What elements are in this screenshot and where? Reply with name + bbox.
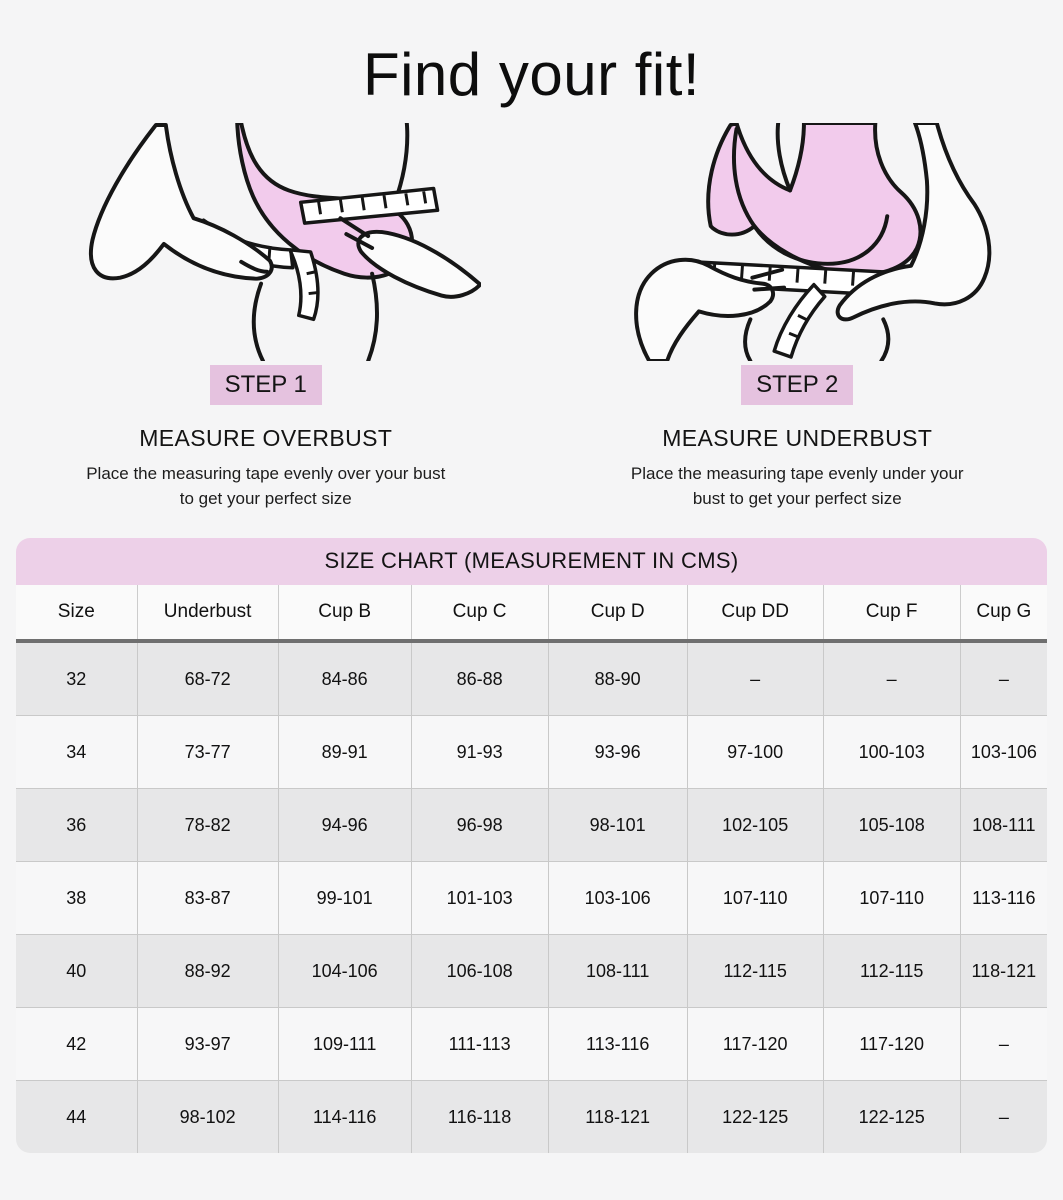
- table-cell: 111-113: [411, 1007, 549, 1081]
- table-cell: 107-110: [823, 861, 961, 935]
- table-cell: 118-121: [960, 934, 1047, 1008]
- table-row: 42 93-97 109-111 111-113 113-116 117-120 117-1…: [16, 1007, 1047, 1081]
- column-header: Cup DD: [687, 585, 824, 642]
- table-cell: 42: [16, 1007, 138, 1081]
- step-badge: STEP 1: [209, 365, 322, 405]
- table-cell: 108-111: [548, 934, 688, 1008]
- table-cell: 40: [16, 934, 138, 1008]
- table-cell: 108-111: [960, 788, 1047, 862]
- size-chart-body: 32 68-72 84-86 86-88 88-90– – –34 73-77 89-91 91-…: [16, 641, 1047, 1154]
- step-heading: MEASURE UNDERBUST: [662, 425, 933, 451]
- table-cell: 117-120: [823, 1007, 961, 1081]
- column-header: Cup B: [278, 585, 412, 642]
- table-cell: 101-103: [411, 861, 549, 935]
- table-cell: 106-108: [411, 934, 549, 1008]
- table-cell: 83-87: [137, 861, 279, 935]
- table-cell: –: [687, 641, 824, 716]
- table-row: 38 83-87 99-101 101-103 103-106 107-110 107-11…: [16, 861, 1047, 935]
- table-cell: –: [823, 641, 961, 716]
- column-header: Cup D: [548, 585, 688, 642]
- table-cell: 109-111: [278, 1007, 412, 1081]
- table-cell: 96-98: [411, 788, 549, 862]
- table-cell: 100-103: [823, 715, 961, 789]
- size-chart: SIZE CHART (MEASUREMENT IN CMS) Size Unde…: [16, 538, 1047, 1154]
- table-cell: 102-105: [687, 788, 824, 862]
- table-cell: 32: [16, 641, 138, 716]
- table-cell: –: [960, 1080, 1047, 1154]
- table-row: 32 68-72 84-86 86-88 88-90– – –: [16, 641, 1047, 716]
- table-row: 36 78-82 94-96 96-98 98-101 102-105 105-108 108…: [16, 788, 1047, 862]
- table-cell: 112-115: [823, 934, 961, 1008]
- table-cell: 116-118: [411, 1080, 549, 1154]
- column-header: Underbust: [137, 585, 279, 642]
- table-cell: 122-125: [823, 1080, 961, 1154]
- table-cell: 98-101: [548, 788, 688, 862]
- table-cell: 88-90: [548, 641, 688, 716]
- table-cell: 86-88: [411, 641, 549, 716]
- table-cell: 118-121: [548, 1080, 688, 1154]
- table-cell: 112-115: [687, 934, 824, 1008]
- table-cell: 122-125: [687, 1080, 824, 1154]
- step-overbust: STEP 1 MEASURE OVERBUST Place the measur…: [0, 123, 532, 511]
- table-cell: 68-72: [137, 641, 279, 716]
- table-cell: 113-116: [548, 1007, 688, 1081]
- page-title: Find your fit!: [362, 41, 701, 108]
- table-row: 40 88-92 104-106 106-108 108-111 112-115 112-1…: [16, 934, 1047, 1008]
- table-cell: 73-77: [137, 715, 279, 789]
- step-description: Place the measuring tape evenly under yo…: [630, 464, 964, 508]
- table-cell: 103-106: [960, 715, 1047, 789]
- table-row: 34 73-77 89-91 91-93 93-96 97-100 100-103 103-1…: [16, 715, 1047, 789]
- table-cell: 91-93: [411, 715, 549, 789]
- table-cell: 117-120: [687, 1007, 824, 1081]
- table-cell: 44: [16, 1080, 138, 1154]
- overbust-measurement-illustration: [88, 123, 481, 361]
- underbust-measurement-illustration: [634, 123, 992, 361]
- table-cell: –: [960, 1007, 1047, 1081]
- table-cell: –: [998, 668, 1009, 689]
- table-cell: 97-100: [687, 715, 824, 789]
- table-cell: 103-106: [548, 861, 688, 935]
- table-cell: 88-92: [137, 934, 279, 1008]
- table-cell: 78-82: [137, 788, 279, 862]
- table-cell: 98-102: [137, 1080, 279, 1154]
- table-cell: 89-91: [278, 715, 412, 789]
- table-cell: 104-106: [278, 934, 412, 1008]
- column-header: Cup C: [411, 585, 549, 642]
- step-badge: STEP 2: [741, 365, 854, 405]
- size-chart-title: SIZE CHART (MEASUREMENT IN CMS): [16, 538, 1047, 586]
- table-cell: 93-97: [137, 1007, 279, 1081]
- table-cell: 94-96: [278, 788, 412, 862]
- table-row: 44 98-102 114-116 116-118 118-121 122-125 122-…: [16, 1080, 1047, 1154]
- column-header: Cup G: [960, 585, 1047, 642]
- measurement-steps: STEP 1 MEASURE OVERBUST Place the measur…: [0, 123, 1063, 511]
- table-cell: 113-116: [960, 861, 1047, 935]
- table-cell: 38: [16, 861, 138, 935]
- table-cell: 93-96: [548, 715, 688, 789]
- table-cell: 107-110: [687, 861, 824, 935]
- table-cell: 99-101: [278, 861, 412, 935]
- table-cell: 105-108: [823, 788, 961, 862]
- step-description: Place the measuring tape evenly over you…: [86, 464, 446, 508]
- table-cell: 34: [16, 715, 138, 789]
- step-underbust: STEP 2 MEASURE UNDERBUST Place the measu…: [532, 123, 1063, 511]
- step-heading: MEASURE OVERBUST: [139, 425, 393, 451]
- table-cell: 84-86: [278, 641, 412, 716]
- table-cell: 36: [16, 788, 138, 862]
- column-header: Size: [16, 585, 138, 642]
- table-cell: 114-116: [278, 1080, 412, 1154]
- column-header: Cup F: [823, 585, 961, 642]
